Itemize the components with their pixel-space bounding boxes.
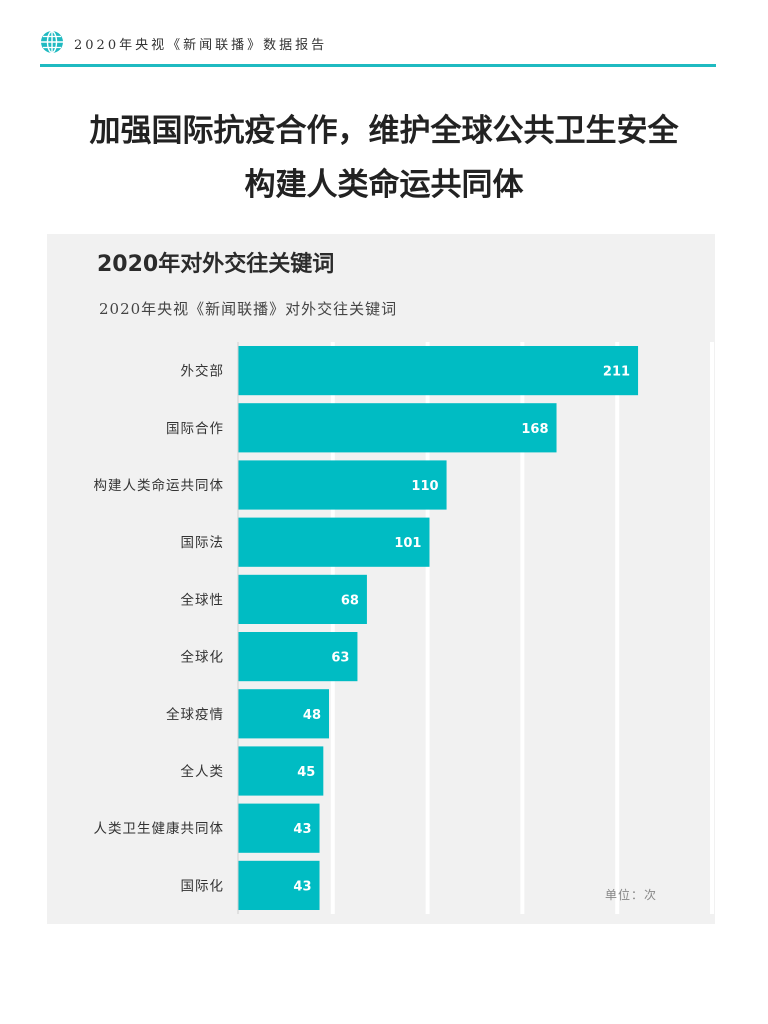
bar-3 xyxy=(238,517,430,567)
category-label-9: 国际化 xyxy=(181,878,225,894)
bar-chart: 211 外交部 168 国际合作 110 构建人类命运共同体 101 国际法 68 全球性 63 全球… xyxy=(94,342,714,914)
bar-7 xyxy=(238,746,324,796)
bar-5 xyxy=(238,632,358,682)
category-label-2: 构建人类命运共同体 xyxy=(94,477,225,494)
page-headline: 加强国际抗疫合作，维护全球公共卫生安全 构建人类命运共同体 xyxy=(0,104,768,212)
bar-4 xyxy=(238,574,367,624)
bar-1 xyxy=(238,403,557,453)
headline-line-2: 构建人类命运共同体 xyxy=(244,167,524,203)
category-label-1: 国际合作 xyxy=(166,421,224,437)
value-label-1: 168 xyxy=(521,422,548,437)
value-label-9: 43 xyxy=(293,879,311,894)
value-label-3: 101 xyxy=(394,536,421,551)
value-label-5: 63 xyxy=(331,651,349,666)
category-label-5: 全球化 xyxy=(181,649,225,666)
headline-line-1: 加强国际抗疫合作，维护全球公共卫生安全 xyxy=(89,113,679,149)
unit-label: 单位：次 xyxy=(605,888,658,902)
bar-8 xyxy=(238,803,320,853)
bar-9 xyxy=(238,860,320,910)
category-label-6: 全球疫情 xyxy=(166,706,224,723)
bar-0 xyxy=(238,346,639,396)
category-label-8: 人类卫生健康共同体 xyxy=(94,820,225,837)
bar-6 xyxy=(238,689,330,739)
category-label-7: 全人类 xyxy=(181,763,225,780)
bar-2 xyxy=(238,460,447,510)
value-label-6: 48 xyxy=(303,708,321,723)
chart-panel: 2020年对外交往关键词 2020年央视《新闻联播》对外交往关键词 211 外交部… xyxy=(47,234,715,924)
value-label-8: 43 xyxy=(293,822,311,837)
report-header: 2020年央视《新闻联播》数据报告 xyxy=(40,28,716,67)
value-label-2: 110 xyxy=(411,479,438,494)
value-label-0: 211 xyxy=(603,365,630,380)
category-label-4: 全球性 xyxy=(181,591,225,608)
globe-icon xyxy=(41,30,63,54)
chart-title: 2020年对外交往关键词 xyxy=(97,252,335,277)
chart-subtitle: 2020年央视《新闻联播》对外交往关键词 xyxy=(99,300,398,318)
category-label-0: 外交部 xyxy=(181,363,225,380)
value-label-4: 68 xyxy=(341,593,359,608)
category-label-3: 国际法 xyxy=(181,535,225,551)
report-title: 2020年央视《新闻联播》数据报告 xyxy=(74,38,328,53)
value-label-7: 45 xyxy=(297,765,315,780)
